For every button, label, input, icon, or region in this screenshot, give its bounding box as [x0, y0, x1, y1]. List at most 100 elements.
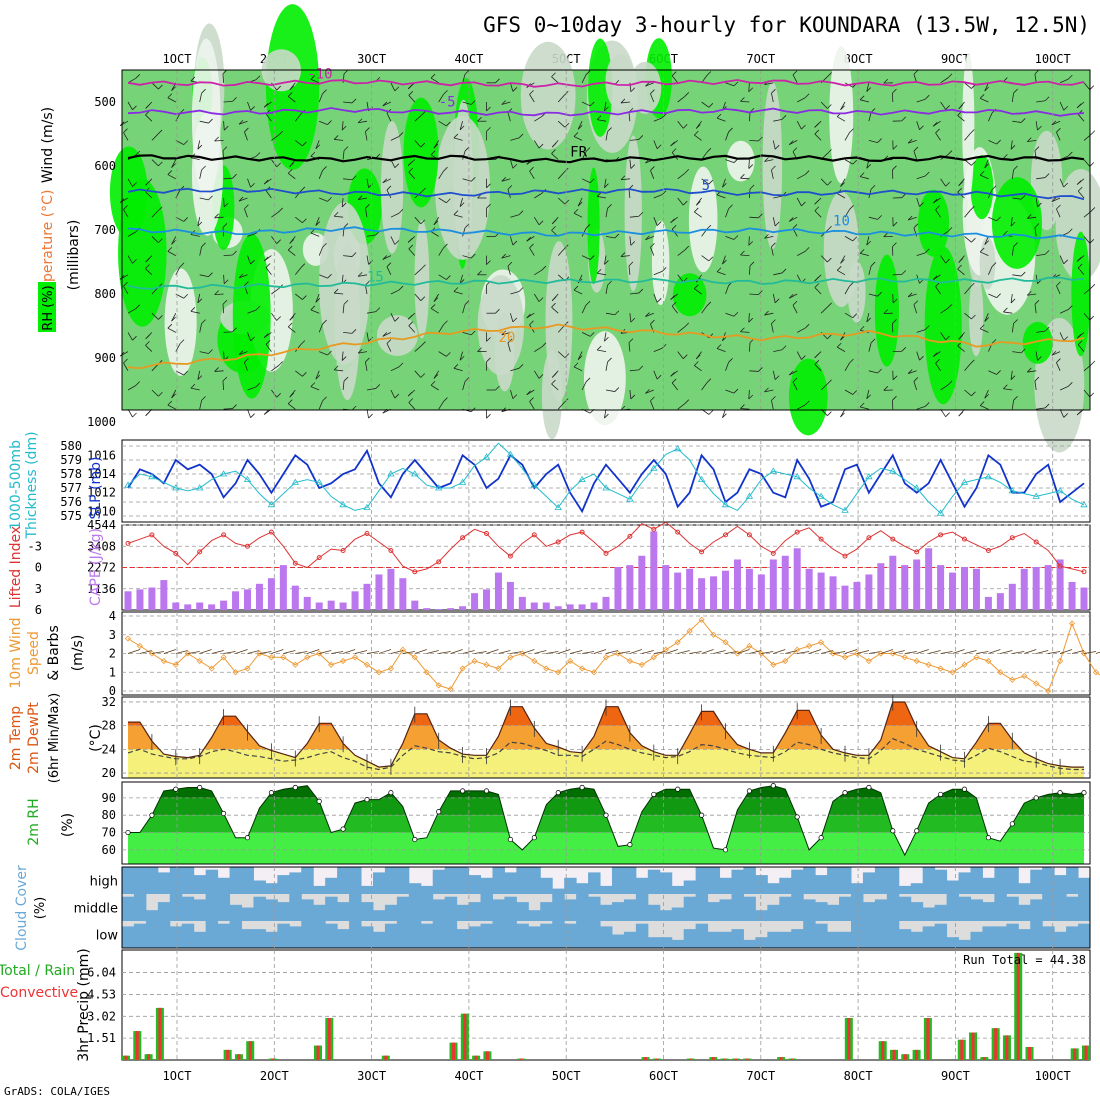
cloud-bar [707, 931, 721, 948]
wind-barb [453, 364, 459, 369]
cloud-bar [205, 869, 219, 894]
wind-barb [250, 413, 255, 418]
cloud-bar [1078, 877, 1091, 894]
wind-barb [630, 394, 636, 400]
wind-barb [421, 341, 426, 346]
wind-barb [924, 94, 930, 100]
thickness-point [291, 478, 300, 485]
wind-barb [696, 124, 701, 129]
wind-barb [501, 100, 507, 105]
wind-speed-point [328, 661, 335, 668]
wind-barb [1034, 227, 1037, 237]
wind-barb [758, 136, 763, 142]
cloud-bar [994, 894, 1007, 921]
thickness-point [363, 503, 371, 510]
cloud-bar [372, 872, 386, 894]
wind-barb [656, 298, 662, 303]
li-point [221, 532, 227, 538]
rh-point [221, 810, 227, 817]
cloud-bar [516, 923, 529, 948]
wind-barb [840, 182, 845, 187]
cape-tick: 1136 [87, 582, 116, 596]
wind-barb [263, 333, 269, 338]
thickness-point [769, 467, 778, 474]
rh-field [164, 268, 197, 376]
rh-point [938, 791, 944, 797]
upper-air-panel: -10-5FR51015205006007008009001000Tempera… [38, 4, 1100, 453]
wind-barb [501, 332, 511, 336]
wind-barb [577, 125, 583, 130]
wind-barb [771, 242, 776, 248]
thickness-point [912, 484, 921, 491]
wind-barb [771, 93, 774, 103]
wind-barb [573, 136, 583, 141]
wind-barb [1027, 367, 1032, 373]
wind-barb [991, 339, 997, 344]
wind-barb [844, 159, 853, 165]
cloud-bar [1030, 869, 1043, 894]
wind-speed-point [220, 654, 227, 661]
wind-barb [123, 209, 129, 218]
wind-barb [597, 196, 607, 199]
wind-barb [507, 342, 511, 352]
wind-barb [145, 334, 150, 340]
wind-barb [1020, 194, 1026, 200]
wind-barb [585, 70, 591, 75]
wind-barb [534, 116, 543, 122]
wind-barb [979, 94, 985, 99]
wind-barb [430, 231, 439, 237]
precip-conv-bar [1005, 1035, 1009, 1060]
wind-barb [638, 135, 644, 140]
rh-band [128, 797, 1084, 816]
wind-barb [901, 347, 907, 352]
cape-bar [781, 555, 789, 610]
wind-barb [354, 650, 368, 654]
rh-field [605, 54, 635, 110]
wind-barb [1011, 400, 1014, 410]
wind-barb [123, 286, 129, 295]
wind-barb [892, 242, 897, 247]
wind-barb [1034, 304, 1037, 314]
wind-barb [486, 357, 491, 363]
wind-barb [984, 240, 990, 245]
wind-barb [426, 650, 439, 654]
wind-barb [123, 205, 128, 210]
panel-frame [121, 69, 1091, 411]
cloud-bar [958, 872, 971, 894]
wind-barb [398, 362, 404, 368]
cloud-bar [193, 899, 207, 921]
wind-barb [958, 104, 963, 110]
wind-barb [510, 137, 520, 141]
wind-barb [289, 316, 295, 321]
wind-barb [740, 250, 745, 256]
wind-barb [964, 363, 971, 372]
wind-barb [501, 178, 511, 182]
pressure-tick: 900 [94, 351, 116, 365]
wind-barb [964, 312, 972, 320]
wind-barb [197, 375, 203, 380]
wind-speed-point [1057, 657, 1064, 665]
wind-barb [247, 332, 251, 341]
ylabel-dewpt2m: 2m DewPt [26, 702, 42, 774]
wind-barb [1013, 88, 1018, 94]
cloud-bar [444, 867, 458, 894]
wind-speed-point [770, 661, 777, 668]
wind-barb [333, 288, 339, 294]
rh-field [376, 315, 418, 356]
wind-barb [792, 381, 798, 391]
rh-point [842, 790, 848, 796]
cloud-bar [361, 902, 374, 921]
wind-barb [883, 309, 889, 314]
wind-barb [748, 159, 750, 169]
cloud-bar [743, 867, 756, 894]
wind-speed-point [256, 650, 263, 657]
precip-conv-bar [903, 1054, 907, 1060]
wind-barb [725, 651, 738, 654]
cloud-bar [564, 877, 577, 894]
wind-barb [665, 649, 678, 654]
cloud-bar [958, 939, 971, 948]
precip-conv-bar [327, 1018, 331, 1060]
wind-barb [390, 389, 396, 399]
wind-barb [287, 399, 293, 404]
